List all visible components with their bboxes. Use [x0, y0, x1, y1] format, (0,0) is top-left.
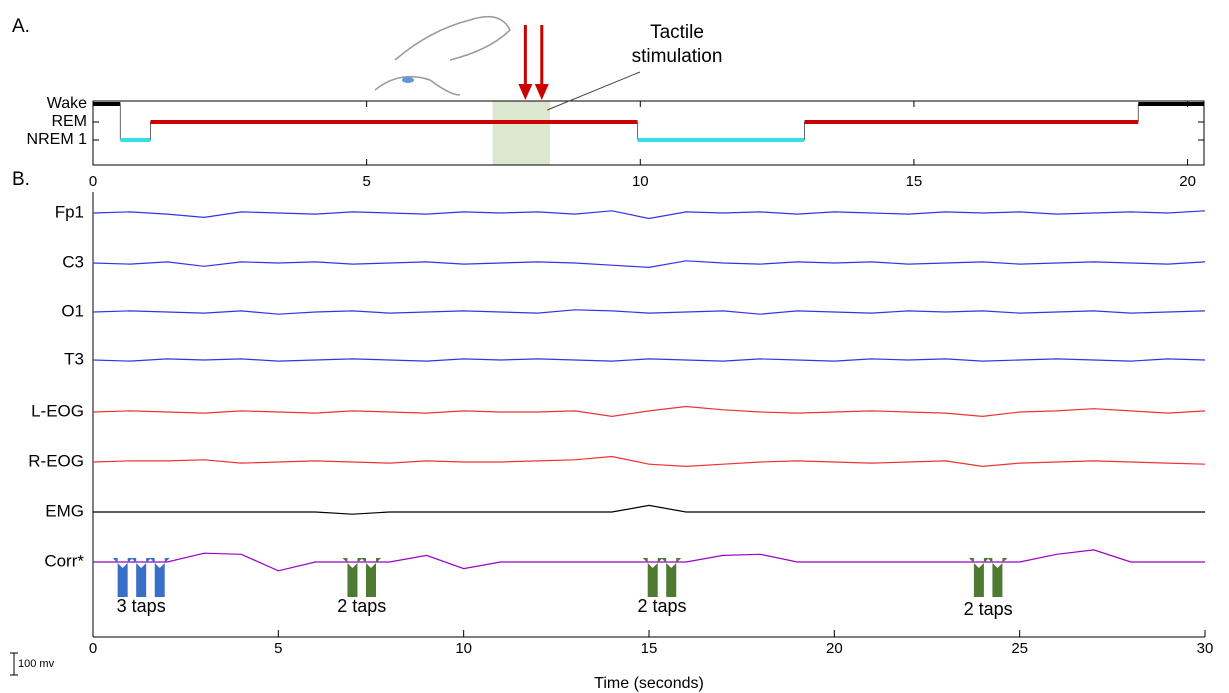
trace: [93, 549, 1205, 572]
channel-label: O1: [61, 301, 84, 320]
x-tick-label: 20: [826, 640, 843, 657]
tap-arrow: [987, 558, 1008, 597]
scale-bar-label: 100 mv: [18, 658, 55, 670]
tap-arrow: [131, 558, 152, 597]
tap-label: 3 taps: [117, 596, 166, 616]
channel-label: T3: [64, 349, 84, 368]
trace: [92, 309, 1206, 315]
x-tick-label: 5: [362, 173, 370, 190]
trace: [92, 358, 1206, 362]
tap-label: 2 taps: [337, 596, 386, 616]
trace: [92, 260, 1206, 269]
hand-illustration: [374, 15, 511, 96]
panel-label: A.: [12, 16, 30, 37]
y-tick-label: NREM 1: [27, 131, 88, 148]
x-tick-label: 5: [274, 640, 282, 657]
tap-arrow: [661, 558, 682, 597]
x-tick-label: 0: [89, 173, 97, 190]
x-tick-label: 10: [632, 173, 649, 190]
channel-label: Corr*: [44, 551, 84, 570]
trace: [92, 210, 1206, 220]
panel-label: B.: [12, 169, 30, 190]
tap-label: 2 taps: [637, 596, 686, 616]
tap-arrow: [342, 558, 363, 597]
y-tick-label: Wake: [47, 95, 87, 112]
x-tick-label: 30: [1197, 640, 1214, 657]
plot-frame: [92, 100, 1205, 166]
trace: [92, 455, 1206, 468]
channel-label: EMG: [45, 501, 84, 520]
x-tick-label: 0: [89, 640, 97, 657]
tap-arrow: [149, 558, 170, 597]
x-tick-label: 25: [1011, 640, 1028, 657]
stimulus-arrow-head: [518, 84, 533, 100]
stimulus-arrow-head: [534, 84, 549, 100]
trace: [93, 504, 1205, 515]
annotation: Tactile stimulation: [632, 22, 723, 67]
tap-arrow: [968, 558, 989, 597]
x-tick-label: 15: [641, 640, 658, 657]
channel-label: L-EOG: [31, 401, 84, 420]
y-tick-label: REM: [51, 113, 87, 130]
channel-label: Fp1: [55, 202, 84, 221]
trace: [92, 405, 1206, 418]
x-tick-label: 10: [455, 640, 472, 657]
channel-label: C3: [62, 252, 84, 271]
tap-arrow: [361, 558, 381, 597]
tap-arrow: [112, 558, 133, 597]
x-tick-label: 20: [1179, 173, 1196, 190]
annotation-leader: [547, 71, 641, 111]
x-tick-label: 15: [906, 173, 923, 190]
channel-label: R-EOG: [28, 451, 84, 470]
tap-arrow: [642, 558, 663, 597]
highlight: [492, 101, 550, 165]
x-axis-label: Time (seconds): [594, 675, 704, 692]
tap-label: 2 taps: [964, 599, 1013, 619]
